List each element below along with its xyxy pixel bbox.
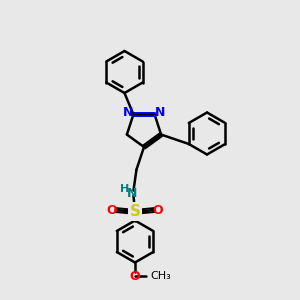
Text: N: N [127, 187, 137, 200]
Text: N: N [155, 106, 165, 119]
Text: CH₃: CH₃ [150, 271, 171, 281]
Text: S: S [130, 204, 140, 219]
Text: N: N [123, 106, 133, 119]
Text: O: O [153, 203, 164, 217]
Text: O: O [130, 269, 140, 283]
Text: O: O [106, 203, 117, 217]
Text: H: H [120, 184, 129, 194]
